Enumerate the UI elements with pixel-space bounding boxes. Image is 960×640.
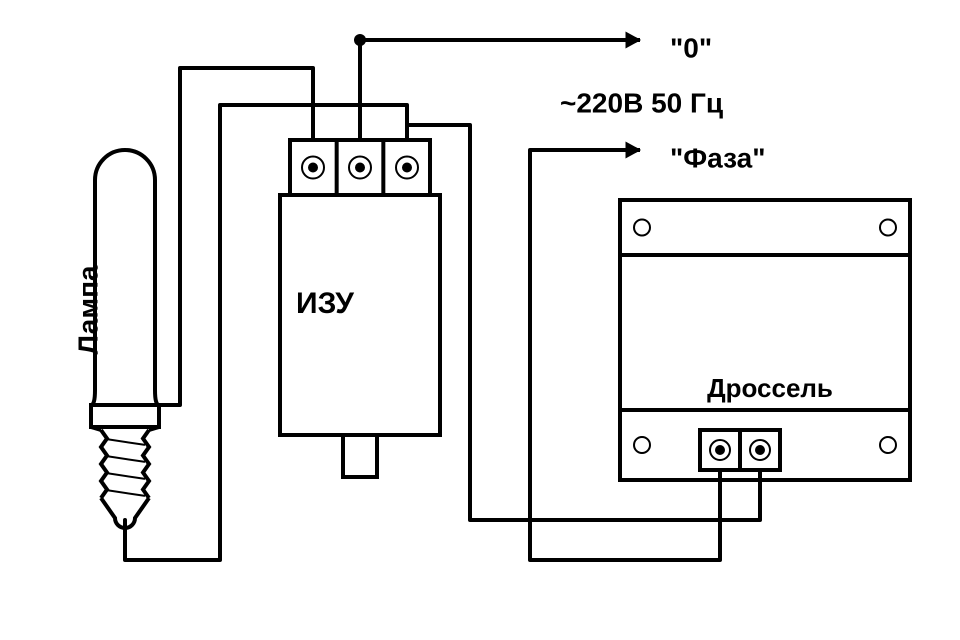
junction-node-icon bbox=[354, 34, 366, 46]
mains-label: ~220В 50 Гц bbox=[560, 87, 723, 118]
phase-label: "Фаза" bbox=[670, 142, 765, 173]
lamp-label: Лампа bbox=[72, 265, 103, 355]
neutral-label: "0" bbox=[670, 32, 712, 63]
izu-label: ИЗУ bbox=[296, 287, 354, 320]
choke-ballast bbox=[620, 200, 910, 480]
arrow-head-icon bbox=[626, 142, 640, 157]
choke-label: Дроссель bbox=[707, 373, 833, 403]
arrow-head-icon bbox=[626, 32, 640, 47]
wiring-diagram: Лампа ИЗУ Дроссель "0" ~220В 50 Гц "Фаза" bbox=[0, 0, 960, 640]
